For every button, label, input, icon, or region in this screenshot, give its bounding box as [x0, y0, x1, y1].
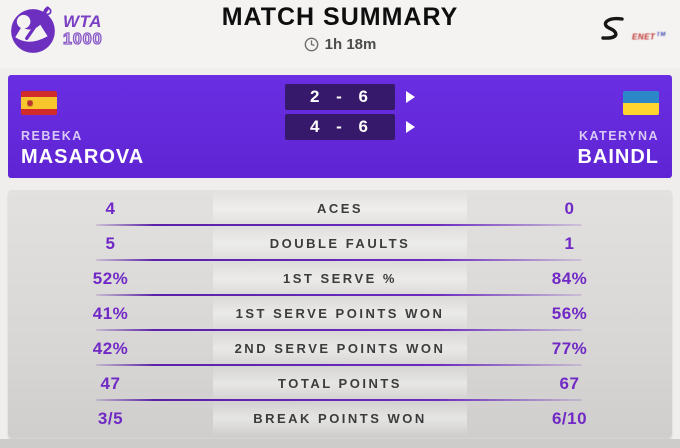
- stat-right-value: 67: [559, 373, 580, 393]
- stat-left-value: 47: [100, 373, 121, 393]
- player-left: REBEKA MASAROVA: [21, 91, 144, 169]
- stat-row-double-faults: 5 DOUBLE FAULTS 1: [8, 226, 672, 261]
- scoreboard: REBEKA MASAROVA 2 - 6 4 - 6 KATERYNA BAI…: [8, 75, 672, 178]
- stat-row-break-points-won: 3/5 BREAK POINTS WON 6/10: [8, 401, 672, 436]
- set-1-score[interactable]: 2 - 6: [285, 84, 395, 110]
- footer-strip: [0, 439, 680, 448]
- stat-left-value: 5: [105, 233, 116, 253]
- player-right: KATERYNA BAINDL: [577, 91, 659, 169]
- spain-flag-icon: [21, 91, 57, 115]
- page-title: MATCH SUMMARY: [221, 3, 459, 31]
- sponsor-text: ENETTM: [631, 32, 666, 42]
- row-divider: [96, 294, 582, 296]
- stat-label: 1ST SERVE %: [213, 261, 467, 296]
- wta-1000-logo: WTA 1000: [8, 4, 103, 56]
- set-2-winner-arrow-icon[interactable]: [406, 121, 415, 133]
- wta-logo-tier: 1000: [62, 30, 103, 48]
- wta-player-icon: [11, 6, 55, 53]
- stat-right-value: 1: [564, 233, 575, 253]
- clock-icon: [304, 37, 319, 52]
- player-left-first-name: REBEKA: [21, 129, 83, 143]
- stats-panel: 4 ACES 0 5 DOUBLE FAULTS 1 52% 1ST SERVE…: [8, 190, 672, 438]
- set-scores: 2 - 6 4 - 6: [285, 84, 415, 140]
- stat-row-aces: 4 ACES 0: [8, 191, 672, 226]
- set-2-score[interactable]: 4 - 6: [285, 114, 395, 140]
- stat-right-value: 77%: [551, 338, 588, 358]
- stat-row-total-points: 47 TOTAL POINTS 67: [8, 366, 672, 401]
- stat-label: 1ST SERVE POINTS WON: [213, 296, 467, 331]
- trademark-mark: TM: [656, 32, 666, 39]
- ukraine-flag-icon: [623, 91, 659, 115]
- stat-row-first-serve-pct: 52% 1ST SERVE % 84%: [8, 261, 672, 296]
- stat-left-value: 41%: [92, 303, 129, 323]
- match-duration-text: 1h 18m: [324, 36, 377, 53]
- stat-row-second-serve-points-won: 42% 2ND SERVE POINTS WON 77%: [8, 331, 672, 366]
- row-divider: [96, 224, 582, 226]
- stat-label: DOUBLE FAULTS: [213, 226, 467, 261]
- row-divider: [96, 329, 582, 331]
- set-1-winner-arrow-icon[interactable]: [406, 91, 415, 103]
- stat-row-first-serve-points-won: 41% 1ST SERVE POINTS WON 56%: [8, 296, 672, 331]
- match-duration: 1h 18m: [0, 36, 680, 53]
- stat-left-value: 42%: [92, 338, 129, 358]
- row-divider: [96, 399, 582, 401]
- stat-left-value: 52%: [92, 268, 129, 288]
- stat-right-value: 0: [564, 198, 575, 218]
- stat-label: 2ND SERVE POINTS WON: [213, 331, 467, 366]
- sponsor-logo: ENETTM: [595, 16, 666, 42]
- row-divider: [96, 364, 582, 366]
- player-right-last-name: BAINDL: [577, 146, 659, 168]
- set-row-1: 2 - 6: [285, 84, 415, 110]
- player-left-last-name: MASAROVA: [21, 146, 145, 168]
- spain-crest-icon: [27, 100, 33, 107]
- stat-label: ACES: [213, 191, 467, 226]
- stat-left-value: 4: [105, 198, 116, 218]
- player-right-first-name: KATERYNA: [578, 129, 659, 143]
- stat-left-value: 3/5: [97, 408, 124, 428]
- row-divider: [96, 259, 582, 261]
- header: WTA 1000 MATCH SUMMARY 1h 18m ENETTM: [0, 0, 680, 68]
- stat-right-value: 84%: [551, 268, 588, 288]
- sponsor-swoosh-icon: [601, 16, 624, 40]
- stat-label: BREAK POINTS WON: [213, 401, 467, 436]
- wta-logo-text: WTA 1000: [62, 11, 103, 48]
- wta-logo-word: WTA: [63, 11, 102, 31]
- set-row-2: 4 - 6: [285, 114, 415, 140]
- stat-right-value: 6/10: [551, 408, 588, 428]
- stat-label: TOTAL POINTS: [213, 366, 467, 401]
- stat-right-value: 56%: [551, 303, 588, 323]
